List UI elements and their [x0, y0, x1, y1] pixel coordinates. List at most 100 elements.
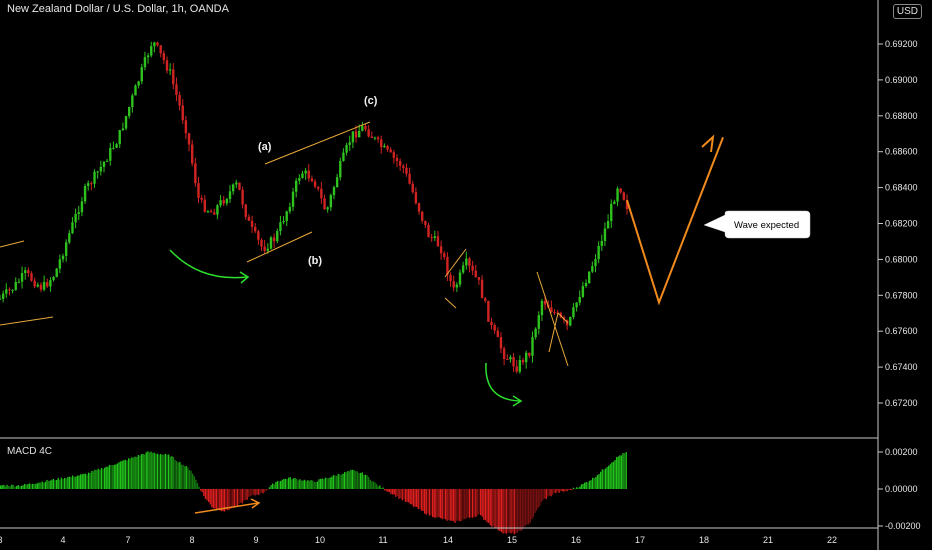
macd-bar	[358, 473, 360, 489]
macd-bar	[264, 489, 266, 492]
macd-bar	[262, 489, 264, 494]
wave-label-b: (b)	[308, 255, 322, 267]
macd-bar	[72, 475, 74, 489]
macd-bar	[104, 467, 106, 489]
macd-bar	[427, 489, 429, 514]
drawings: (a) (b) (c) Wave expected	[0, 95, 811, 514]
macd-bar	[94, 469, 96, 489]
macd-bar	[307, 480, 309, 489]
macd-bar	[336, 475, 338, 489]
candle-body	[465, 258, 468, 266]
macd-bar	[310, 480, 312, 489]
macd-bar	[49, 480, 51, 489]
macd-bar	[137, 454, 139, 489]
macd-bar	[619, 455, 621, 489]
macd-bar	[620, 455, 623, 489]
macd-bar	[67, 477, 69, 489]
macd-bar	[382, 487, 384, 489]
candle-body	[24, 270, 27, 274]
candle-body	[1, 293, 5, 299]
macd-bar	[390, 489, 392, 495]
candle-body	[279, 222, 282, 232]
macd-bar	[566, 489, 568, 492]
macd-bar	[356, 471, 359, 489]
candle-body	[206, 211, 210, 213]
candle-body	[354, 131, 358, 138]
indicator-label[interactable]: MACD 4C	[7, 446, 53, 457]
macd-bar	[33, 483, 35, 489]
time-tick-label: 3	[0, 535, 3, 545]
macd-bar	[504, 489, 506, 533]
price-tick-label: 0.67400	[885, 362, 918, 372]
macd-bar	[428, 489, 431, 516]
macd-bar	[611, 462, 613, 489]
macd-bar	[78, 475, 80, 489]
macd-bar	[121, 460, 123, 489]
macd-bar	[179, 461, 181, 489]
price-scale[interactable]: 0.69200 0.69000 0.68800 0.68600 0.68400 0.682…	[878, 39, 918, 408]
candle-body	[613, 201, 616, 204]
macd-bar	[515, 489, 517, 534]
macd-bar	[465, 489, 467, 519]
macd-bar	[268, 487, 271, 489]
candle-body	[131, 95, 134, 108]
macd-bar	[110, 465, 112, 489]
macd-bar	[606, 467, 608, 489]
macd-bar	[499, 489, 501, 531]
macd-bar	[345, 472, 347, 489]
macd-bar	[609, 464, 611, 489]
candle-body	[380, 139, 383, 148]
callout-wave-expected[interactable]: Wave expected	[703, 210, 811, 239]
candle-body	[622, 192, 626, 200]
macd-bar	[398, 489, 400, 499]
macd-bar	[75, 476, 77, 489]
macd-bar	[233, 489, 235, 508]
macd-bar	[318, 479, 320, 489]
macd-bar	[270, 485, 272, 489]
macd-bar	[182, 464, 184, 489]
macd-bar	[448, 489, 450, 521]
candle-body	[395, 157, 399, 162]
candle-body	[269, 237, 273, 249]
candle-body	[127, 107, 131, 117]
macd-bar	[475, 489, 477, 518]
macd-bar	[260, 489, 263, 493]
macd-bar	[417, 489, 419, 510]
candle-body	[109, 148, 112, 161]
macd-bar	[616, 457, 618, 489]
macd-bar	[214, 489, 216, 509]
macd-bar	[107, 466, 109, 489]
candle-body	[323, 198, 326, 210]
macd-bar	[547, 489, 549, 497]
wedge-line-4	[548, 312, 559, 353]
time-scale[interactable]: 3 4 7 8 9 10 11 14 15 16 17 18 21 22	[0, 535, 837, 545]
macd-bar	[28, 483, 31, 489]
macd-bar	[510, 489, 512, 534]
candle-body	[14, 282, 17, 290]
candle-body	[427, 224, 430, 238]
currency-button[interactable]: USD	[892, 4, 922, 19]
macd-bar	[561, 489, 563, 492]
macd-bar	[550, 489, 552, 497]
macd-bar	[424, 489, 426, 514]
macd-bar	[0, 485, 2, 489]
macd-bar	[625, 452, 627, 489]
macd-bar	[206, 489, 208, 501]
macd-bar	[614, 460, 616, 489]
macd-bar	[414, 489, 416, 507]
macd-bar	[249, 489, 251, 497]
price-tick-label: 0.69000	[885, 75, 918, 85]
macd-bar	[99, 469, 101, 489]
macd-bar	[166, 454, 168, 489]
time-tick-label: 15	[507, 535, 517, 545]
macd-bar	[470, 489, 472, 518]
candle-body	[499, 337, 503, 349]
candle-body	[424, 220, 427, 225]
macd-bar	[92, 471, 95, 489]
candle-body	[11, 289, 14, 291]
time-tick-label: 21	[763, 535, 773, 545]
macd-bar	[492, 489, 495, 527]
macd-bar	[289, 477, 291, 489]
candle-body	[335, 177, 339, 188]
